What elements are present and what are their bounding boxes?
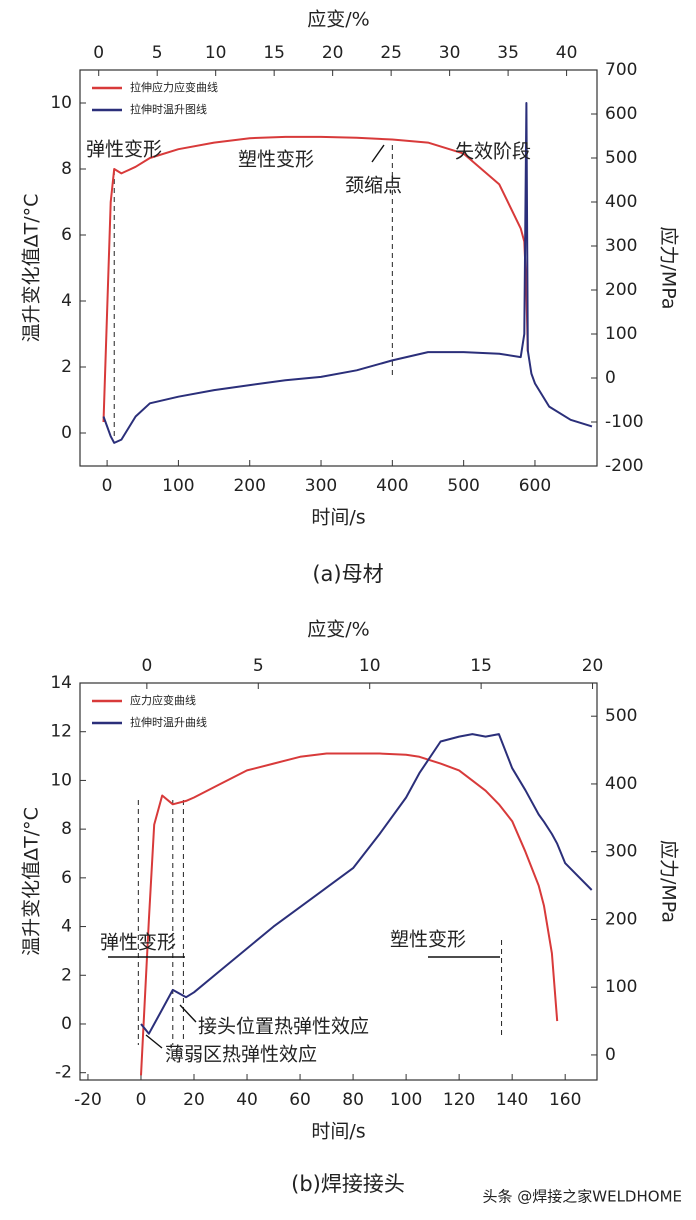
series-line [140,733,593,1035]
x-tick-label: 140 [496,1090,528,1110]
x-tick-label: 100 [162,476,194,496]
caption: (b)焊接接头 [291,1172,405,1196]
x2-tick-label: 40 [556,43,578,63]
y2-tick-label: 600 [605,104,637,124]
y-tick-label: 8 [61,159,72,179]
x-axis-label: 时间/s [311,1121,365,1143]
x-tick-label: 500 [447,476,479,496]
x2-axis-label: 应变/% [307,619,369,641]
plot-frame [79,682,598,1081]
series-line [102,135,529,423]
x-tick-label: 100 [390,1090,422,1110]
y-tick-label: 6 [61,225,72,245]
y-tick-label: 10 [50,770,72,790]
x-tick-label: 200 [233,476,265,496]
y2-tick-label: 500 [605,148,637,168]
x2-axis-label: 应变/% [307,9,369,31]
y2-tick-label: -100 [605,412,644,432]
annotation: 塑性变形 [390,929,466,951]
y2-tick-label: 700 [605,60,637,80]
y2-tick-label: 200 [605,280,637,300]
x-tick-label: 300 [305,476,337,496]
y-tick-label: 2 [61,357,72,377]
y-axis-label: 温升变化值ΔT/°C [21,807,43,956]
legend-label: 拉伸应力应变曲线 [130,80,218,94]
annotation: 失效阶段 [455,141,531,163]
y-tick-label: -2 [55,1063,72,1083]
y-tick-label: 4 [61,291,72,311]
annotation: 弹性变形 [86,139,162,161]
x-tick-label: 120 [443,1090,475,1110]
legend-label: 应力应变曲线 [130,693,196,707]
x-tick-label: 0 [136,1090,147,1110]
plot-frame [79,69,598,467]
x-tick-label: 160 [549,1090,581,1110]
x2-tick-label: 5 [253,656,264,676]
y2-tick-label: 200 [605,909,637,929]
x2-tick-label: 5 [152,43,163,63]
annotation: 弹性变形 [100,932,176,954]
x-tick-label: 80 [342,1090,364,1110]
y2-axis-label: 应力/MPa [658,226,680,309]
y2-tick-label: 300 [605,236,637,256]
watermark: 头条 @焊接之家WELDHOME [483,1188,683,1206]
y2-tick-label: 400 [605,774,637,794]
y2-tick-label: 500 [605,706,637,726]
x2-tick-label: 20 [322,43,344,63]
y2-tick-label: 0 [605,368,616,388]
y2-tick-label: -200 [605,456,644,476]
y2-tick-label: 0 [605,1045,616,1065]
x2-tick-label: 10 [359,656,381,676]
x2-tick-label: 0 [141,656,152,676]
x-tick-label: 600 [519,476,551,496]
series-line [102,102,593,444]
y2-tick-label: 100 [605,324,637,344]
x2-tick-label: 20 [582,656,604,676]
x-tick-label: 20 [183,1090,205,1110]
y-tick-label: 0 [61,423,72,443]
x2-tick-label: 15 [470,656,492,676]
x-tick-label: -20 [74,1090,102,1110]
annotation: 接头位置热弹性效应 [198,1016,369,1038]
y2-tick-label: 400 [605,192,637,212]
annotation-arrow [145,1034,163,1049]
y-tick-label: 8 [61,819,72,839]
x2-tick-label: 35 [497,43,519,63]
annotation: 塑性变形 [238,149,314,171]
legend-label: 拉伸时温升曲线 [130,715,207,729]
y-tick-label: 2 [61,965,72,985]
x-tick-label: 40 [236,1090,258,1110]
x2-tick-label: 10 [205,43,227,63]
y-tick-label: 0 [61,1014,72,1034]
y2-axis-label: 应力/MPa [658,840,680,923]
x-tick-label: 60 [289,1090,311,1110]
annotation: 颈缩点 [345,175,402,197]
x2-tick-label: 25 [380,43,402,63]
y-tick-label: 12 [50,722,72,742]
x2-tick-label: 15 [263,43,285,63]
y-tick-label: 14 [50,673,72,693]
x-axis-label: 时间/s [311,507,365,529]
x2-tick-label: 30 [439,43,461,63]
x-tick-label: 0 [102,476,113,496]
series-line [140,752,559,1076]
annotation-arrow [371,144,385,163]
y-tick-label: 4 [61,917,72,937]
annotation-arrow [179,1004,197,1023]
x-tick-label: 400 [376,476,408,496]
annotation: 薄弱区热弹性效应 [165,1044,317,1066]
x2-tick-label: 0 [93,43,104,63]
caption: (a)母材 [312,562,383,586]
y-axis-label: 温升变化值ΔT/°C [21,194,43,343]
y-tick-label: 6 [61,868,72,888]
y-tick-label: 10 [50,93,72,113]
legend-label: 拉伸时温升图线 [130,102,207,116]
y2-tick-label: 300 [605,842,637,862]
y2-tick-label: 100 [605,977,637,997]
